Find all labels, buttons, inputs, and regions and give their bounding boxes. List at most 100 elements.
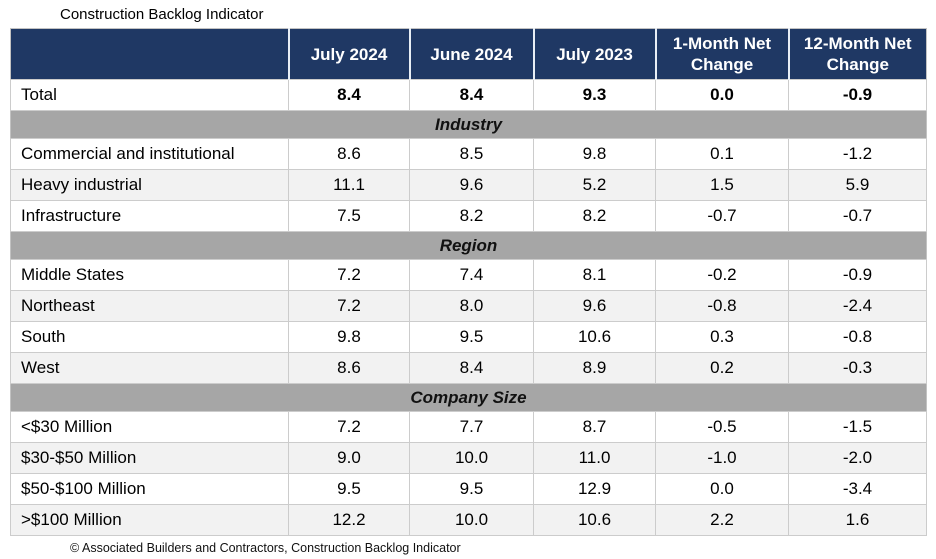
value-cell: 7.7 — [409, 411, 534, 443]
value-cell: -0.2 — [655, 259, 789, 291]
value-cell: 8.4 — [409, 352, 534, 384]
value-cell: -1.5 — [788, 411, 927, 443]
value-cell: 8.2 — [533, 200, 656, 232]
value-cell: -0.8 — [788, 321, 927, 353]
value-cell: 7.2 — [288, 411, 410, 443]
value-cell: 1.5 — [655, 169, 789, 201]
value-cell: 8.2 — [409, 200, 534, 232]
header-cell-12-month-net-change: 12-Month Net Change — [788, 28, 927, 80]
row-label-cell: West — [10, 352, 289, 384]
value-cell: -0.3 — [788, 352, 927, 384]
value-cell: 0.1 — [655, 138, 789, 170]
value-cell: 12.9 — [533, 473, 656, 505]
table-row-total: Total 8.4 8.4 9.3 0.0 -0.9 — [10, 79, 927, 111]
value-cell: 12.2 — [288, 504, 410, 536]
table-row-infrastructure: Infrastructure 7.5 8.2 8.2 -0.7 -0.7 — [10, 200, 927, 232]
table-row-under-30-million: <$30 Million 7.2 7.7 8.7 -0.5 -1.5 — [10, 411, 927, 443]
header-cell-empty — [10, 28, 290, 80]
table-row-30-to-50-million: $30-$50 Million 9.0 10.0 11.0 -1.0 -2.0 — [10, 442, 927, 474]
table-row-south: South 9.8 9.5 10.6 0.3 -0.8 — [10, 321, 927, 353]
value-cell: 9.6 — [533, 290, 656, 322]
table-row-over-100-million: >$100 Million 12.2 10.0 10.6 2.2 1.6 — [10, 504, 927, 536]
page-title: Construction Backlog Indicator — [60, 6, 264, 23]
value-cell: 5.2 — [533, 169, 656, 201]
value-cell: 10.6 — [533, 321, 656, 353]
backlog-table: July 2024 June 2024 July 2023 1-Month Ne… — [10, 28, 927, 536]
section-header-region: Region — [10, 231, 927, 260]
value-cell: -0.9 — [788, 79, 927, 111]
value-cell: 8.5 — [409, 138, 534, 170]
value-cell: 7.4 — [409, 259, 534, 291]
value-cell: 7.2 — [288, 259, 410, 291]
value-cell: 0.0 — [655, 473, 789, 505]
value-cell: 8.9 — [533, 352, 656, 384]
value-cell: 9.5 — [409, 321, 534, 353]
value-cell: 10.0 — [409, 442, 534, 474]
row-label-cell: Heavy industrial — [10, 169, 289, 201]
value-cell: 8.7 — [533, 411, 656, 443]
value-cell: 8.6 — [288, 138, 410, 170]
value-cell: 1.6 — [788, 504, 927, 536]
value-cell: 8.6 — [288, 352, 410, 384]
header-cell-june-2024: June 2024 — [409, 28, 535, 80]
value-cell: -0.8 — [655, 290, 789, 322]
value-cell: 9.5 — [288, 473, 410, 505]
value-cell: -2.4 — [788, 290, 927, 322]
section-title: Industry — [10, 110, 927, 139]
value-cell: 8.4 — [409, 79, 534, 111]
value-cell: 0.0 — [655, 79, 789, 111]
value-cell: 9.3 — [533, 79, 656, 111]
value-cell: 8.0 — [409, 290, 534, 322]
value-cell: 9.6 — [409, 169, 534, 201]
construction-backlog-indicator-page: Construction Backlog Indicator July 2024… — [0, 5, 936, 559]
value-cell: 5.9 — [788, 169, 927, 201]
value-cell: 11.1 — [288, 169, 410, 201]
source-attribution: © Associated Builders and Contractors, C… — [70, 541, 461, 555]
value-cell: 10.0 — [409, 504, 534, 536]
value-cell: -1.0 — [655, 442, 789, 474]
row-label-cell: >$100 Million — [10, 504, 289, 536]
value-cell: -2.0 — [788, 442, 927, 474]
value-cell: 10.6 — [533, 504, 656, 536]
header-cell-1-month-net-change: 1-Month Net Change — [655, 28, 790, 80]
table-row-commercial-and-institutional: Commercial and institutional 8.6 8.5 9.8… — [10, 138, 927, 170]
value-cell: -0.9 — [788, 259, 927, 291]
section-header-industry: Industry — [10, 110, 927, 139]
value-cell: 0.3 — [655, 321, 789, 353]
value-cell: 8.4 — [288, 79, 410, 111]
value-cell: -0.7 — [788, 200, 927, 232]
row-label-cell: Middle States — [10, 259, 289, 291]
row-label-cell: Commercial and institutional — [10, 138, 289, 170]
value-cell: -0.7 — [655, 200, 789, 232]
value-cell: 0.2 — [655, 352, 789, 384]
row-label-cell: South — [10, 321, 289, 353]
header-cell-july-2023: July 2023 — [533, 28, 657, 80]
value-cell: 7.5 — [288, 200, 410, 232]
value-cell: -3.4 — [788, 473, 927, 505]
value-cell: -1.2 — [788, 138, 927, 170]
row-label-cell: $50-$100 Million — [10, 473, 289, 505]
row-label-cell: Infrastructure — [10, 200, 289, 232]
value-cell: 7.2 — [288, 290, 410, 322]
value-cell: -0.5 — [655, 411, 789, 443]
row-label-cell: Northeast — [10, 290, 289, 322]
row-label-cell: <$30 Million — [10, 411, 289, 443]
value-cell: 11.0 — [533, 442, 656, 474]
value-cell: 9.8 — [533, 138, 656, 170]
section-header-company-size: Company Size — [10, 383, 927, 412]
value-cell: 9.8 — [288, 321, 410, 353]
row-label-cell: $30-$50 Million — [10, 442, 289, 474]
table-row-heavy-industrial: Heavy industrial 11.1 9.6 5.2 1.5 5.9 — [10, 169, 927, 201]
value-cell: 8.1 — [533, 259, 656, 291]
section-title: Company Size — [10, 383, 927, 412]
row-label-cell: Total — [10, 79, 289, 111]
value-cell: 2.2 — [655, 504, 789, 536]
value-cell: 9.0 — [288, 442, 410, 474]
header-cell-july-2024: July 2024 — [288, 28, 411, 80]
value-cell: 9.5 — [409, 473, 534, 505]
table-row-middle-states: Middle States 7.2 7.4 8.1 -0.2 -0.9 — [10, 259, 927, 291]
table-row-west: West 8.6 8.4 8.9 0.2 -0.3 — [10, 352, 927, 384]
header-row: July 2024 June 2024 July 2023 1-Month Ne… — [10, 28, 927, 80]
table-row-northeast: Northeast 7.2 8.0 9.6 -0.8 -2.4 — [10, 290, 927, 322]
table-row-50-to-100-million: $50-$100 Million 9.5 9.5 12.9 0.0 -3.4 — [10, 473, 927, 505]
